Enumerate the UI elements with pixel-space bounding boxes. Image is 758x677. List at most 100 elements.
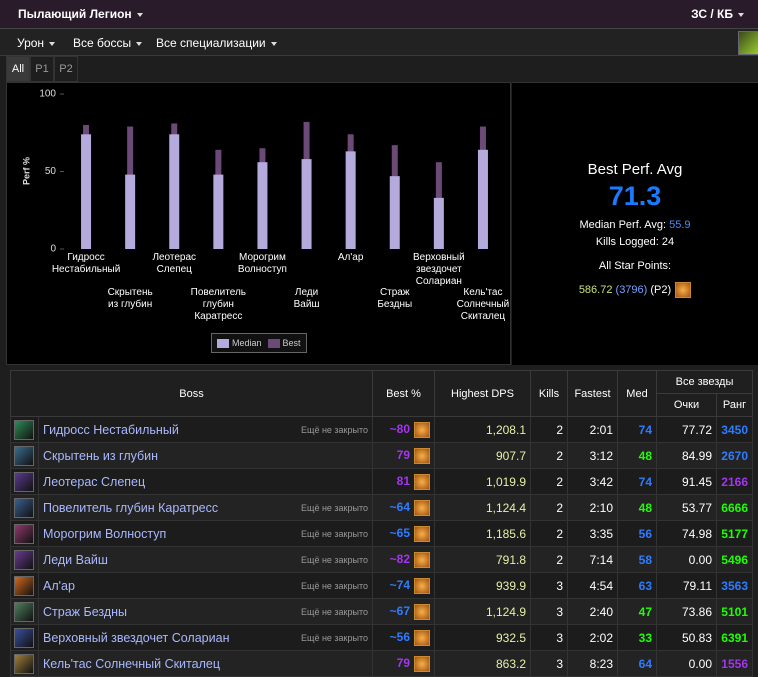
boss-name[interactable]: Леди Вайш — [43, 552, 108, 567]
header-fastest[interactable]: Fastest — [567, 370, 618, 417]
header-rank[interactable]: Ранг — [716, 393, 753, 417]
boss-name[interactable]: Повелитель глубин Каратресс — [43, 500, 219, 515]
boss-row[interactable]: Кель'тас Солнечный Скиталец 79 863.2 3 8:23 6… — [10, 650, 753, 677]
stars-label: All Star Points: — [598, 260, 672, 272]
header-kills[interactable]: Kills — [530, 370, 568, 417]
rank: 3450 — [716, 416, 753, 443]
boss-name[interactable]: Скрытень из глубин — [43, 448, 159, 463]
icon-cell — [10, 416, 39, 443]
boss-name[interactable]: Гидросс Нестабильный — [43, 422, 179, 437]
name-cell: Повелитель глубин Каратресс Ещё не закрыт… — [38, 494, 373, 521]
top-bar: Пылающий Легион ЗС / КБ — [0, 0, 758, 29]
boss-note: Ещё не закрыто — [301, 424, 368, 435]
points: 53.77 — [656, 494, 717, 521]
best-cell: 79 — [372, 650, 435, 677]
header-dps[interactable]: Highest DPS — [434, 370, 531, 417]
medal-icon — [414, 629, 430, 646]
x-tick-label: Гидросс Нестабильный — [51, 252, 121, 275]
y-tick-label: 100 — [39, 89, 56, 100]
icon-cell — [10, 520, 39, 547]
boss-row[interactable]: Страж Бездны Ещё не закрыто ~67 1,124.9 3 2:4… — [10, 598, 753, 625]
boss-note: Ещё не закрыто — [301, 632, 368, 643]
boss-row[interactable]: Скрытень из глубин 79 907.7 2 3:12 48 84.99 267… — [10, 442, 753, 469]
medal-icon — [414, 577, 430, 594]
name-cell: Верховный звездочет Солариан Ещё не закры… — [38, 624, 373, 651]
name-cell: Гидросс Нестабильный Ещё не закрыто — [38, 416, 373, 443]
boss-name[interactable]: Ал'ар — [43, 578, 75, 593]
header-best[interactable]: Best % — [372, 370, 435, 417]
boss-row[interactable]: Повелитель глубин Каратресс Ещё не закрыт… — [10, 494, 753, 521]
boss-icon — [14, 575, 34, 596]
rank: 6666 — [716, 494, 753, 521]
bar — [477, 149, 488, 249]
best-percent: ~64 — [389, 499, 410, 514]
points: 74.98 — [656, 520, 717, 547]
boss-icon — [14, 471, 34, 492]
y-axis-label: Perf % — [21, 157, 31, 185]
icon-cell — [10, 598, 39, 625]
boss-name[interactable]: Страж Бездны — [43, 604, 128, 619]
fastest: 2:01 — [567, 416, 618, 443]
name-cell: Леди Вайш Ещё не закрыто — [38, 546, 373, 573]
best-cell: ~64 — [372, 494, 435, 521]
boss-name[interactable]: Кель'тас Солнечный Скиталец — [43, 656, 220, 671]
boss-icon — [14, 419, 34, 440]
boss-row[interactable]: Леди Вайш Ещё не закрыто ~82 791.8 2 7:14 58 0.… — [10, 546, 753, 573]
kills: 2 — [530, 546, 568, 573]
header-boss[interactable]: Boss — [10, 370, 373, 417]
boss-row[interactable]: Морогрим Волноступ Ещё не закрыто ~65 1,185… — [10, 520, 753, 547]
legend-label: Best — [282, 337, 301, 348]
median-value: 55.9 — [669, 219, 691, 231]
best-cell: ~80 — [372, 416, 435, 443]
tab[interactable]: P2 — [54, 56, 78, 82]
boss-icon — [14, 601, 34, 622]
boss-note: Ещё не закрыто — [301, 502, 368, 513]
filter[interactable]: Урон — [17, 36, 56, 50]
median: 74 — [617, 468, 657, 495]
boss-row[interactable]: Ал'ар Ещё не закрыто ~74 939.9 3 4:54 63 79.11 3… — [10, 572, 753, 599]
name-wrap: Леотерас Слепец — [43, 475, 368, 489]
medal-icon — [675, 282, 692, 298]
name-cell: Страж Бездны Ещё не закрыто — [38, 598, 373, 625]
boss-table: Boss Best % Highest DPS Kills Fastest Med Все … — [10, 370, 753, 677]
legend-label: Median — [232, 337, 262, 348]
boss-row[interactable]: Верховный звездочет Солариан Ещё не закры… — [10, 624, 753, 651]
key-icon[interactable] — [738, 31, 758, 55]
rank: (3796) — [615, 283, 648, 296]
summary-panel: Best Perf. Avg 71.3 Median Perf. Avg: 55… — [512, 82, 758, 365]
tab[interactable]: P1 — [30, 56, 54, 82]
name-wrap: Повелитель глубин Каратресс Ещё не закрыт… — [43, 501, 368, 515]
kills: 3 — [530, 650, 568, 677]
median-line: Median Perf. Avg: 55.9 — [512, 219, 758, 231]
header-points[interactable]: Очки — [656, 393, 717, 417]
rank: 5177 — [716, 520, 753, 547]
highest-dps: 1,124.9 — [434, 598, 531, 625]
median: 48 — [617, 442, 657, 469]
boss-icon — [14, 549, 34, 570]
boss-name[interactable]: Морогрим Волноступ — [43, 526, 167, 541]
stars-line: 586.72 (3796) (P2) — [512, 282, 758, 298]
rank: 2670 — [716, 442, 753, 469]
tab[interactable]: All — [6, 56, 30, 82]
best-percent: ~56 — [389, 629, 410, 644]
filter[interactable]: Все боссы — [73, 36, 143, 50]
fastest: 2:40 — [567, 598, 618, 625]
filter[interactable]: Все специализации — [156, 36, 277, 50]
boss-name[interactable]: Леотерас Слепец — [43, 474, 146, 489]
bar — [213, 174, 224, 249]
points: 79.11 — [656, 572, 717, 599]
zone-selector[interactable]: Пылающий Легион — [18, 7, 143, 21]
boss-row[interactable]: Гидросс Нестабильный Ещё не закрыто ~80 1,2… — [10, 416, 753, 443]
best-percent: 81 — [396, 473, 410, 488]
icon-cell — [10, 650, 39, 677]
region-selector[interactable]: ЗС / КБ — [691, 7, 744, 21]
name-wrap: Морогрим Волноступ Ещё не закрыто — [43, 527, 368, 541]
medal-icon — [414, 551, 430, 568]
header-med[interactable]: Med — [617, 370, 657, 417]
best-cell: ~82 — [372, 546, 435, 573]
boss-name[interactable]: Верховный звездочет Солариан — [43, 630, 230, 645]
x-tick-label: Кель'тас Солнечный Скиталец — [456, 287, 510, 322]
legend-swatch — [267, 339, 280, 349]
boss-row[interactable]: Леотерас Слепец 81 1,019.9 2 3:42 74 91.45 2166 — [10, 468, 753, 495]
kills: 2 — [530, 416, 568, 443]
